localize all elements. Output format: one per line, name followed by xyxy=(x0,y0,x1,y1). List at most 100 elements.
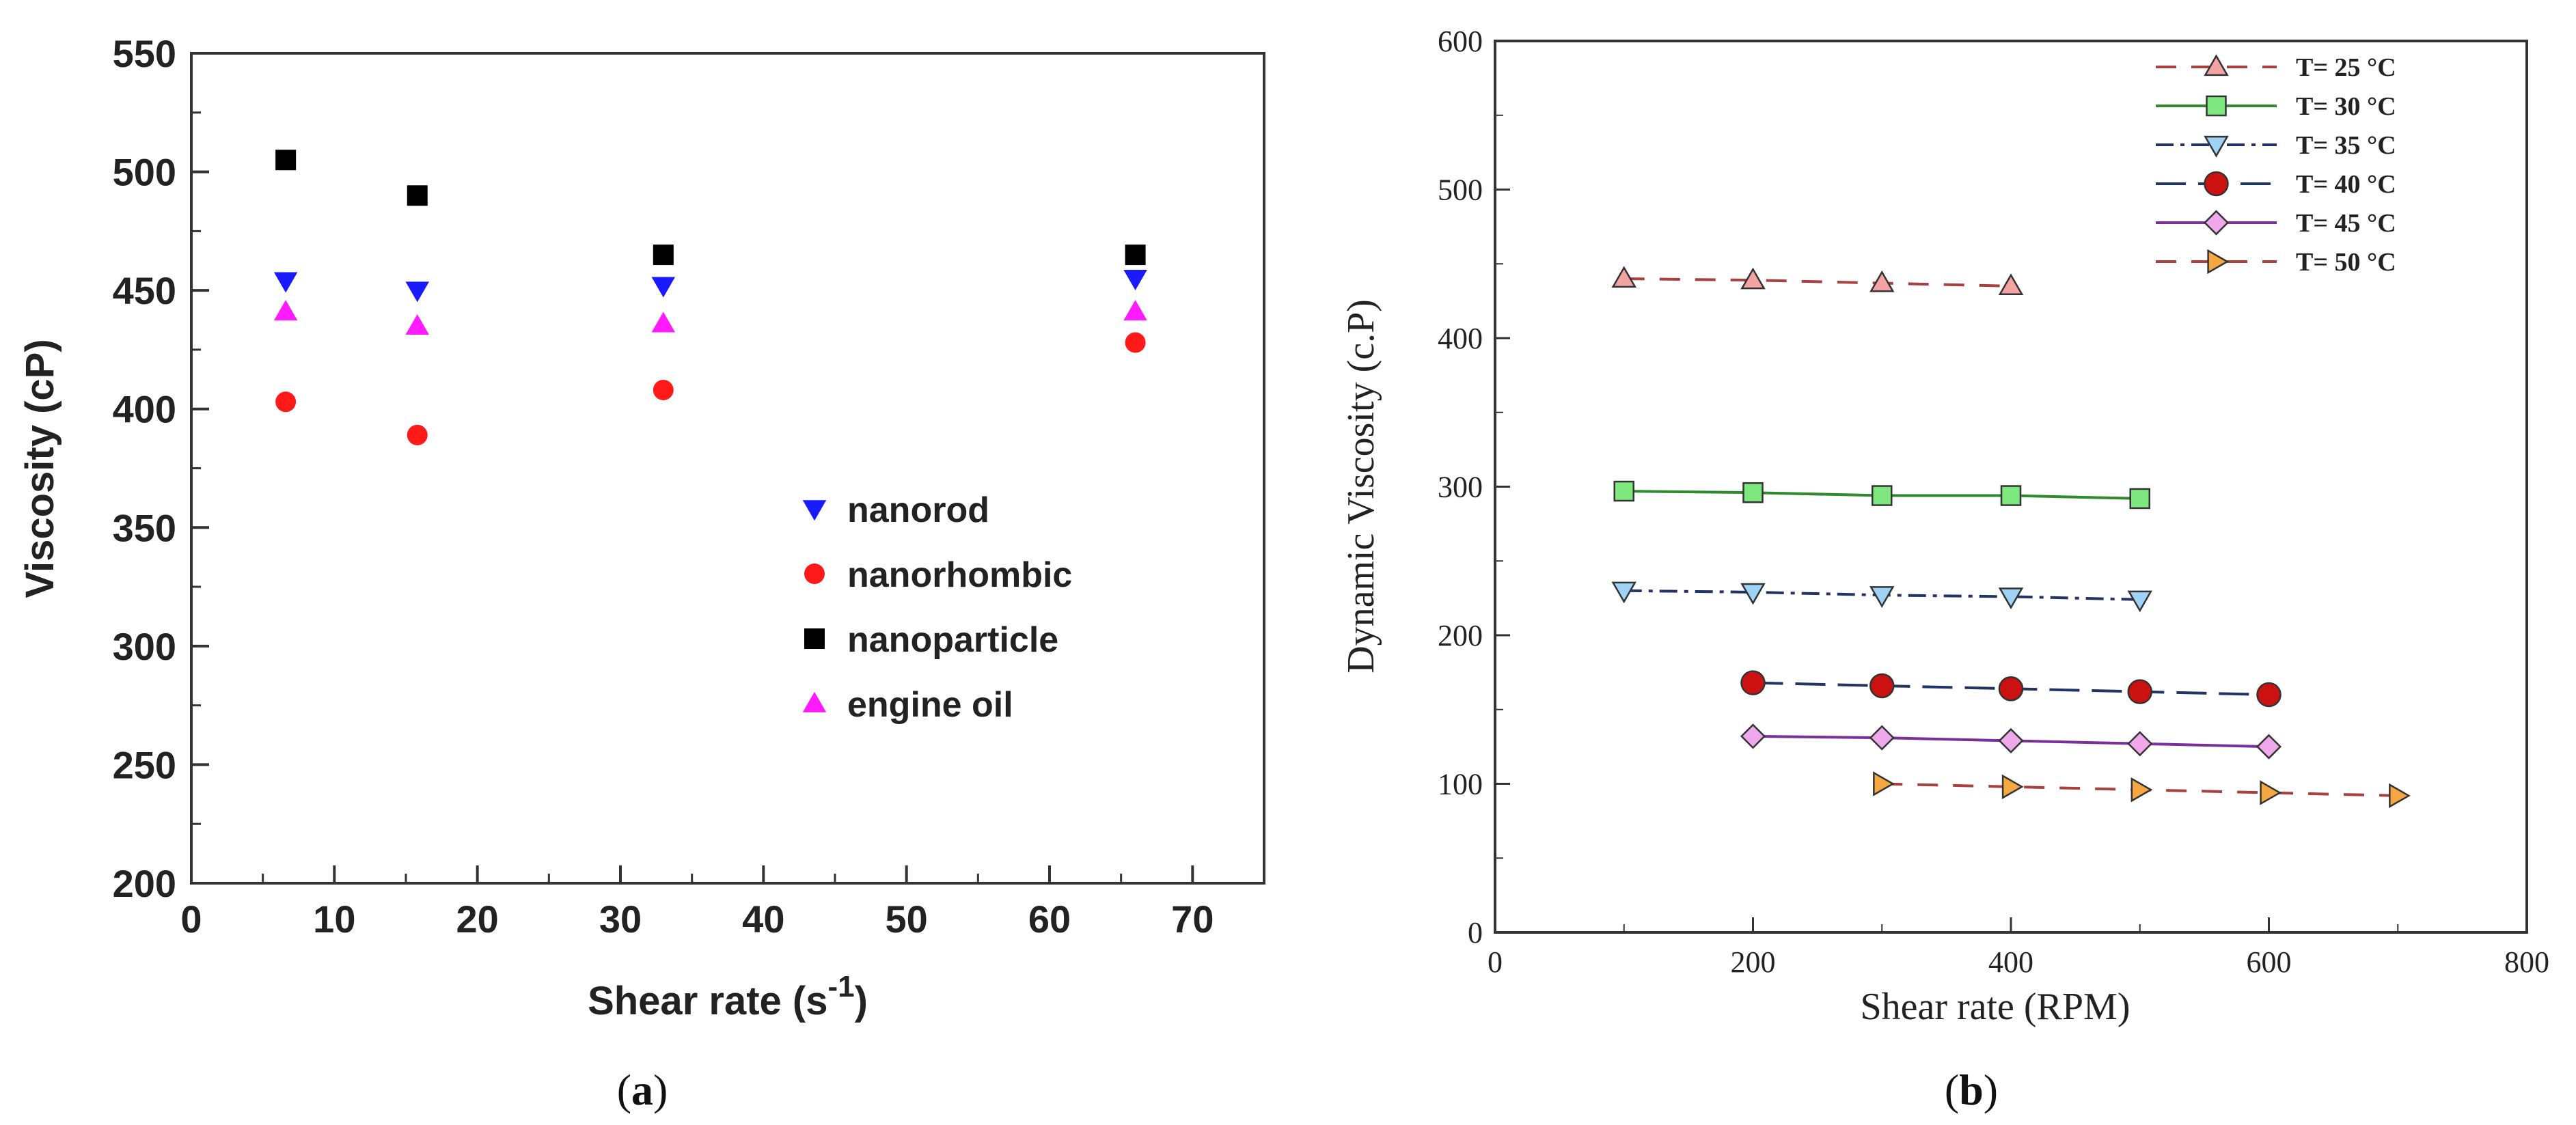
y-tick-label-b-500: 500 xyxy=(1438,173,1483,207)
y-tick-label-a-250: 250 xyxy=(113,743,176,786)
legend-a-marker-nanorod xyxy=(802,500,827,521)
series-line-b-t-25-c xyxy=(1623,277,2012,288)
point-a-engine-oil-0 xyxy=(273,300,298,321)
point-a-nanorhombic-3 xyxy=(1125,332,1146,353)
x-tick-label-a-30: 30 xyxy=(599,898,642,941)
panel-a-y-label: Viscosity (cP) xyxy=(18,339,62,598)
point-b-t-30-c-0 xyxy=(1613,480,1634,502)
point-a-nanorod-3 xyxy=(1123,270,1147,291)
x-tick-label-a-10: 10 xyxy=(313,898,355,941)
plot-a-frame xyxy=(190,52,1265,885)
point-a-nanorod-1 xyxy=(405,281,429,303)
panel-a-legend: nanorod nanorhombic nanoparticle engine oil xyxy=(802,490,1072,725)
panel-a-x-label-sup: -1 xyxy=(827,970,854,1003)
point-b-t-30-c-2 xyxy=(1872,485,1893,506)
point-b-t-45-c-2 xyxy=(1998,727,2024,753)
point-a-nanorhombic-1 xyxy=(407,424,428,445)
x-tick-label-b-200: 200 xyxy=(1731,945,1776,979)
point-a-nanoparticle-0 xyxy=(275,150,297,171)
y-tick-label-b-100: 100 xyxy=(1438,768,1483,801)
y-tick-label-a-400: 400 xyxy=(113,388,176,431)
point-a-engine-oil-3 xyxy=(1123,300,1147,321)
x-tick-label-a-20: 20 xyxy=(456,898,499,941)
x-tick-label-b-600: 600 xyxy=(2247,945,2292,979)
point-a-nanorod-2 xyxy=(651,277,676,298)
point-b-t-35-c-4 xyxy=(2127,590,2153,613)
legend-a-marker-engine-oil xyxy=(802,691,827,712)
point-b-t-45-c-3 xyxy=(2127,731,2153,757)
y-tick-label-b-400: 400 xyxy=(1438,322,1483,355)
legend-b-label-t-50-c: T= 50 °C xyxy=(2296,248,2396,277)
point-b-t-30-c-4 xyxy=(2129,488,2150,510)
y-tick-label-a-300: 300 xyxy=(113,625,176,668)
panel-a-y-ticks: 200 250 300 350 400 450 500 550 xyxy=(113,32,209,905)
legend-a-label-nanorhombic: nanorhombic xyxy=(847,555,1072,595)
legend-b-label-t-40-c: T= 40 °C xyxy=(2296,170,2396,199)
point-b-t-45-c-1 xyxy=(1869,725,1895,751)
point-a-nanoparticle-2 xyxy=(653,245,674,266)
panel-b-x-label: Shear rate (RPM) xyxy=(1860,986,2130,1028)
legend-a-label-engine-oil: engine oil xyxy=(847,685,1013,725)
x-tick-label-a-50: 50 xyxy=(886,898,928,941)
point-b-t-30-c-1 xyxy=(1742,482,1764,503)
y-tick-label-a-550: 550 xyxy=(113,32,176,75)
panel-b-caption-letter: b xyxy=(1959,1066,1984,1114)
point-b-t-50-c-3 xyxy=(2260,780,2282,805)
point-b-t-40-c-2 xyxy=(1998,676,2024,702)
panel-a-x-ticks: 0 10 20 30 40 50 60 70 xyxy=(180,865,1265,941)
panel-b-x-ticks: 0 200 400 600 800 xyxy=(1488,917,2549,979)
y-tick-label-b-200: 200 xyxy=(1438,619,1483,652)
point-b-t-50-c-1 xyxy=(2001,774,2024,800)
legend-b-label-t-45-c: T= 45 °C xyxy=(2296,209,2396,238)
y-tick-label-b-300: 300 xyxy=(1438,471,1483,504)
legend-a-marker-nanorhombic xyxy=(804,564,825,584)
point-b-t-25-c-1 xyxy=(1740,267,1766,290)
point-a-engine-oil-2 xyxy=(651,311,676,333)
panel-b-legend: T= 25 °C T= 30 °C T= 35 °C T= 40 °C T= 45 °C… xyxy=(2156,53,2396,277)
point-b-t-25-c-2 xyxy=(1869,270,1895,292)
legend-a-marker-nanoparticle xyxy=(804,628,825,649)
x-tick-label-b-800: 800 xyxy=(2504,945,2549,979)
legend-b-marker-t-45-c xyxy=(2203,210,2230,236)
x-tick-label-a-0: 0 xyxy=(180,898,202,941)
legend-b-label-t-35-c: T= 35 °C xyxy=(2296,131,2396,160)
legend-b-marker-t-25-c xyxy=(2204,54,2229,77)
point-a-nanoparticle-1 xyxy=(407,185,428,206)
point-b-t-45-c-4 xyxy=(2256,734,2282,760)
y-tick-label-a-200: 200 xyxy=(113,862,176,905)
y-tick-label-b-600: 600 xyxy=(1438,25,1483,58)
point-b-t-40-c-1 xyxy=(1869,673,1895,699)
panel-a-caption-letter: a xyxy=(631,1066,653,1114)
point-b-t-40-c-3 xyxy=(2127,679,2152,704)
point-b-t-40-c-4 xyxy=(2256,682,2282,708)
point-a-nanorod-0 xyxy=(273,272,298,293)
point-b-t-50-c-0 xyxy=(1873,771,1895,796)
y-tick-label-a-500: 500 xyxy=(113,151,176,194)
point-a-nanoparticle-3 xyxy=(1125,245,1146,266)
legend-b-marker-t-50-c xyxy=(2207,249,2230,275)
x-tick-label-a-40: 40 xyxy=(742,898,784,941)
y-tick-label-b-0: 0 xyxy=(1468,916,1483,949)
panel-a: 200 250 300 350 400 450 500 550 0 10 20 30 40 50 60 70… xyxy=(18,32,1265,1114)
point-b-t-45-c-0 xyxy=(1740,723,1766,749)
x-tick-label-b-400: 400 xyxy=(1988,945,2033,979)
point-b-t-25-c-3 xyxy=(1998,273,2024,296)
y-tick-label-a-350: 350 xyxy=(113,506,176,549)
point-b-t-25-c-0 xyxy=(1611,266,1637,288)
panel-a-caption: (a) xyxy=(617,1066,668,1114)
legend-a-label-nanoparticle: nanoparticle xyxy=(847,620,1058,660)
point-a-engine-oil-1 xyxy=(405,314,429,335)
panel-a-x-label-main: Shear rate (s xyxy=(588,979,827,1023)
legend-b-marker-t-40-c xyxy=(2204,171,2229,197)
y-tick-label-a-450: 450 xyxy=(113,269,176,312)
point-b-t-50-c-4 xyxy=(2389,783,2411,809)
legend-b-label-t-25-c: T= 25 °C xyxy=(2296,53,2396,82)
panel-a-x-label-close: ) xyxy=(855,979,868,1023)
panel-b-y-ticks: 0 100 200 300 400 500 600 xyxy=(1438,25,1510,949)
x-tick-label-b-0: 0 xyxy=(1488,945,1503,979)
panel-b-caption: (b) xyxy=(1945,1066,1998,1114)
point-b-t-50-c-2 xyxy=(2130,777,2153,803)
panel-b-marks xyxy=(1611,266,2411,809)
x-tick-label-a-70: 70 xyxy=(1171,898,1214,941)
